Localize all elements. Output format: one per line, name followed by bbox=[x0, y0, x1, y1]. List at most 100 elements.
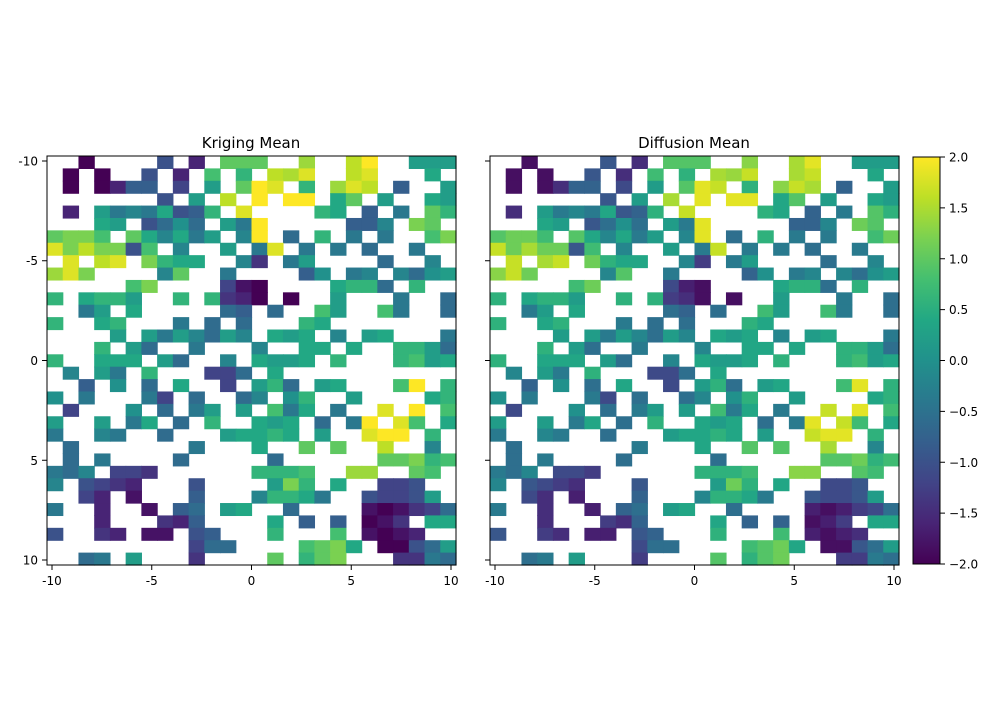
kriging-mean-cell bbox=[188, 230, 205, 244]
kriging-mean-cell bbox=[220, 540, 237, 554]
kriging-mean-cell bbox=[188, 552, 205, 566]
kriging-mean-cell bbox=[141, 180, 158, 194]
diffusion-mean-cell bbox=[788, 168, 806, 182]
kriging-mean-cell bbox=[377, 540, 394, 554]
kriging-mean-cell bbox=[377, 279, 394, 293]
diffusion-mean-cell bbox=[883, 267, 900, 281]
kriging-mean-cell bbox=[235, 403, 253, 417]
diffusion-mean-cell bbox=[804, 205, 821, 219]
kriging-mean-cell bbox=[172, 453, 190, 467]
kriging-mean-y-tick-label: 0 bbox=[30, 354, 38, 368]
kriging-mean-cell bbox=[220, 329, 237, 343]
diffusion-mean-cell bbox=[836, 354, 853, 368]
kriging-mean-cell bbox=[440, 341, 457, 355]
diffusion-mean-cell bbox=[663, 242, 680, 256]
diffusion-mean-cell bbox=[615, 354, 633, 368]
diffusion-mean-cell bbox=[725, 379, 743, 393]
kriging-mean-cell bbox=[408, 503, 426, 517]
diffusion-mean-cell bbox=[804, 465, 821, 479]
diffusion-mean-cell bbox=[490, 478, 507, 492]
diffusion-mean-cell bbox=[694, 180, 711, 194]
kriging-mean-cell bbox=[267, 180, 284, 194]
diffusion-mean-x-tick-label: 0 bbox=[691, 574, 699, 588]
kriging-mean-cell bbox=[188, 503, 205, 517]
diffusion-mean-cell bbox=[836, 205, 853, 219]
kriging-mean-cell bbox=[267, 465, 284, 479]
kriging-mean-cell bbox=[408, 490, 426, 504]
diffusion-mean-cell bbox=[663, 292, 680, 306]
kriging-mean-cell bbox=[172, 515, 190, 529]
kriging-mean-cell bbox=[393, 552, 410, 566]
kriging-mean-cell bbox=[408, 527, 426, 541]
kriging-mean-cell bbox=[157, 403, 174, 417]
kriging-mean-cell bbox=[188, 341, 205, 355]
diffusion-mean-cell bbox=[615, 503, 633, 517]
kriging-mean-x-tick-label: 0 bbox=[248, 574, 256, 588]
kriging-mean-cell bbox=[267, 428, 284, 442]
diffusion-mean-cell bbox=[820, 329, 837, 343]
diffusion-mean-cell bbox=[615, 180, 633, 194]
diffusion-mean-cell bbox=[710, 304, 727, 318]
diffusion-mean-cell bbox=[867, 552, 884, 566]
kriging-mean-cell bbox=[94, 515, 111, 529]
diffusion-mean-cell bbox=[631, 329, 648, 343]
kriging-mean-cell bbox=[220, 292, 237, 306]
kriging-mean-cell bbox=[109, 205, 127, 219]
diffusion-mean-cell bbox=[552, 217, 570, 231]
diffusion-mean-cell bbox=[521, 156, 538, 169]
diffusion-mean-cell bbox=[584, 391, 601, 405]
diffusion-mean-y-ticks bbox=[485, 160, 490, 561]
diffusion-mean-cell bbox=[552, 527, 570, 541]
diffusion-mean-cell bbox=[867, 540, 884, 554]
kriging-mean-cell bbox=[220, 366, 237, 380]
diffusion-mean-cell bbox=[647, 403, 664, 417]
diffusion-mean-cell bbox=[710, 515, 727, 529]
kriging-mean-x-ticks: -10 -5 0 5 10 bbox=[42, 565, 459, 588]
diffusion-mean-cell bbox=[678, 428, 696, 442]
kriging-mean-cell bbox=[408, 267, 426, 281]
kriging-mean-cell bbox=[62, 242, 80, 256]
diffusion-mean-cell bbox=[694, 230, 711, 244]
kriging-mean-cell bbox=[424, 354, 441, 368]
kriging-mean-cell bbox=[361, 168, 378, 182]
kriging-mean-cell bbox=[345, 156, 363, 169]
kriging-mean-cell bbox=[109, 428, 127, 442]
kriging-mean-cell bbox=[172, 255, 190, 269]
diffusion-mean-cell bbox=[678, 180, 696, 194]
kriging-mean-cell bbox=[78, 292, 95, 306]
kriging-mean-cell bbox=[188, 540, 205, 554]
kriging-mean-cell bbox=[282, 292, 300, 306]
diffusion-mean-cell bbox=[804, 242, 821, 256]
kriging-mean-cell bbox=[109, 354, 127, 368]
diffusion-mean-cell bbox=[505, 453, 523, 467]
diffusion-mean-cell bbox=[537, 230, 554, 244]
diffusion-mean-cell bbox=[568, 292, 585, 306]
kriging-mean-cell bbox=[220, 193, 237, 207]
diffusion-mean-cell bbox=[757, 205, 774, 219]
diffusion-mean-cell bbox=[521, 230, 538, 244]
diffusion-mean-cell bbox=[757, 540, 774, 554]
kriging-mean-cell bbox=[94, 304, 111, 318]
diffusion-mean-cell bbox=[836, 552, 853, 566]
kriging-mean-cell bbox=[109, 366, 127, 380]
diffusion-mean-cell bbox=[883, 230, 900, 244]
diffusion-mean-cell bbox=[741, 329, 759, 343]
kriging-mean-cell bbox=[62, 465, 80, 479]
kriging-mean-cell bbox=[345, 230, 363, 244]
diffusion-mean-cell bbox=[552, 354, 570, 368]
kriging-mean-cell bbox=[172, 379, 190, 393]
kriging-mean-cell bbox=[393, 205, 410, 219]
kriging-mean-cell bbox=[345, 180, 363, 194]
kriging-mean-cell bbox=[377, 255, 394, 269]
kriging-mean-cell bbox=[251, 379, 268, 393]
diffusion-mean-cell bbox=[694, 279, 711, 293]
diffusion-mean-cell bbox=[851, 453, 869, 467]
diffusion-mean-cell bbox=[757, 317, 774, 331]
diffusion-mean-cell bbox=[552, 242, 570, 256]
kriging-mean-cell bbox=[361, 527, 378, 541]
diffusion-mean-cell bbox=[678, 217, 696, 231]
kriging-mean-cell bbox=[282, 503, 300, 517]
diffusion-mean-cell bbox=[883, 552, 900, 566]
diffusion-mean-cell bbox=[631, 403, 648, 417]
kriging-mean-cell bbox=[141, 205, 158, 219]
